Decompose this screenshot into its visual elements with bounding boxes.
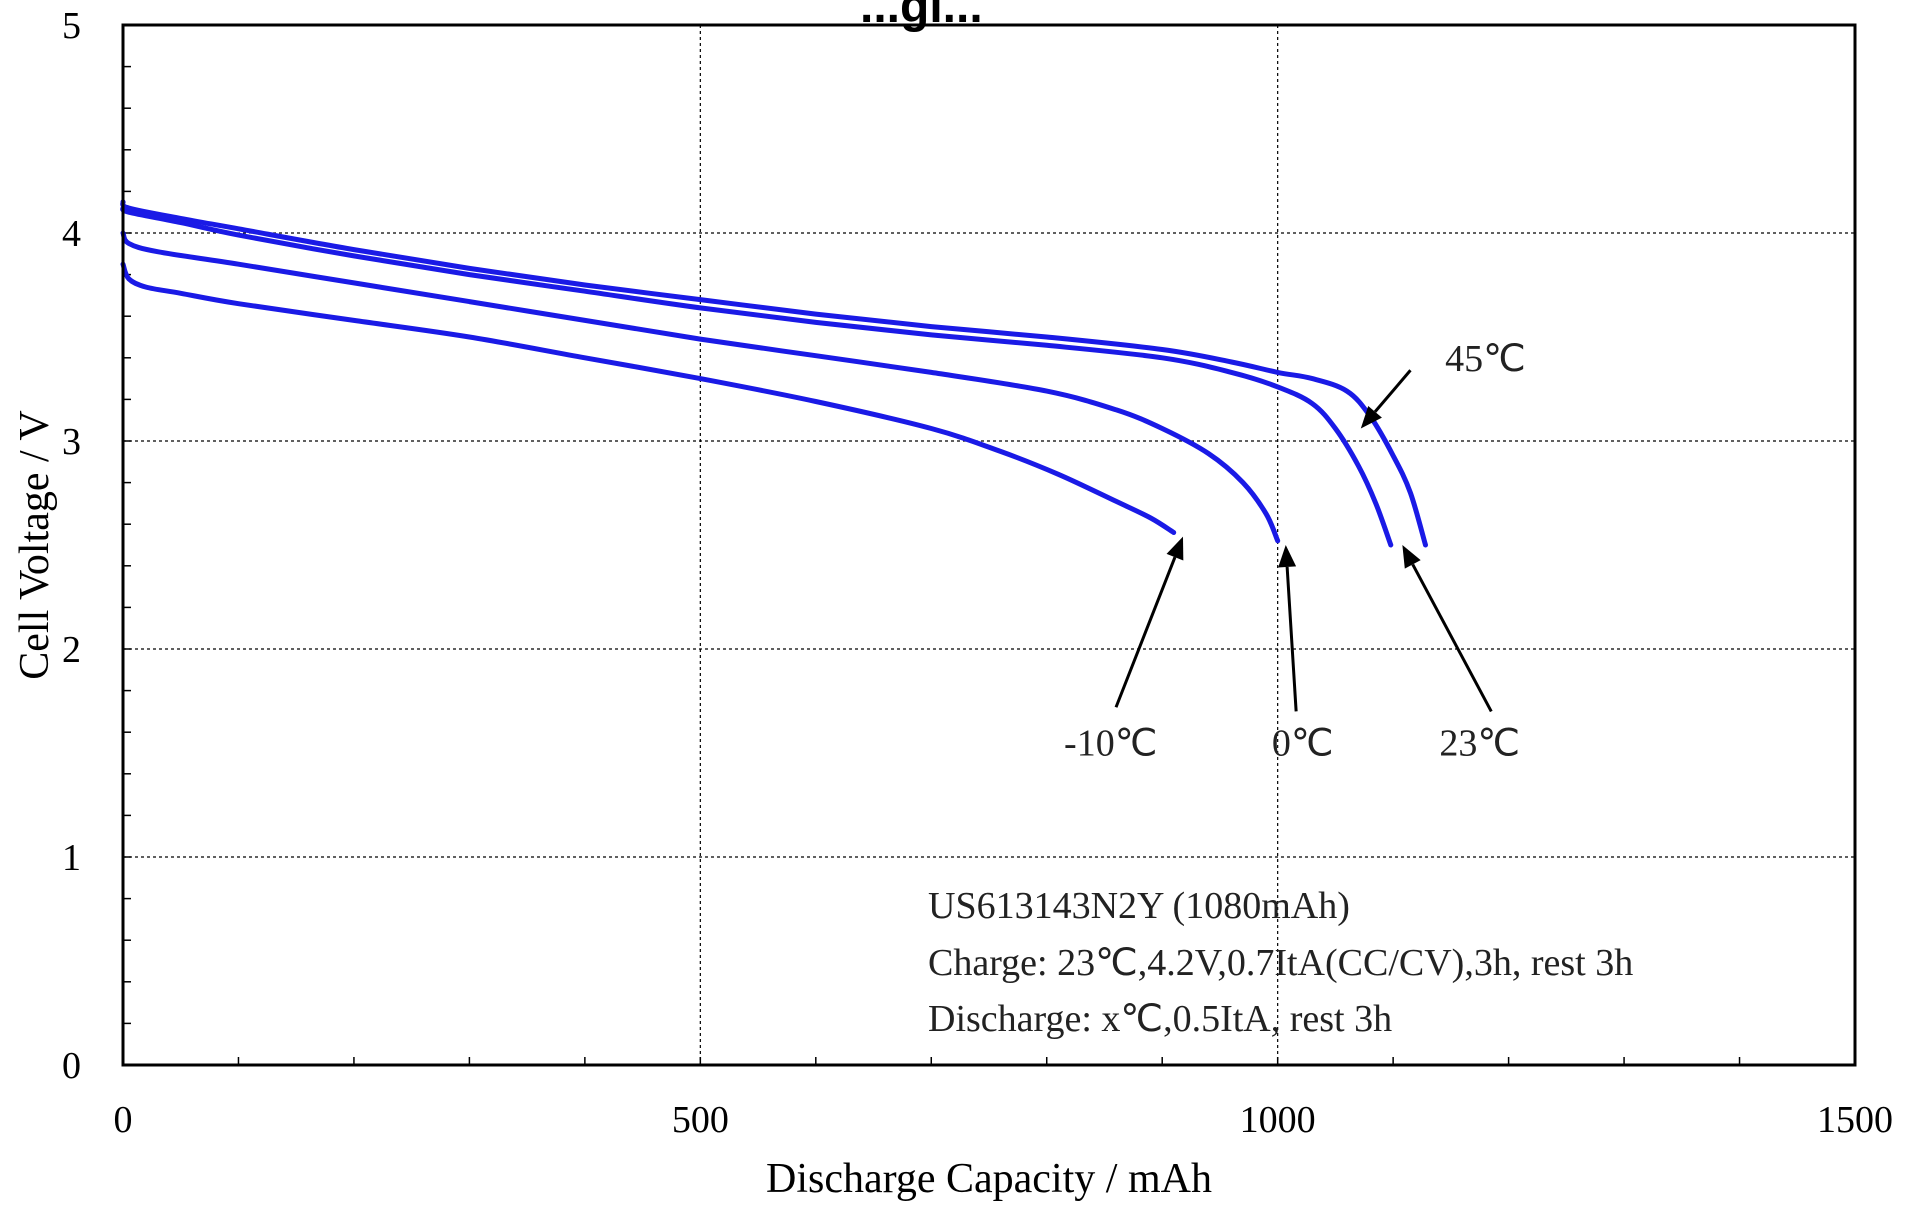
annotation-arrow	[1285, 566, 1298, 712]
series-line	[120, 205, 1394, 548]
annotation-arrow	[1114, 556, 1177, 708]
y-tick-label: 3	[62, 421, 81, 463]
y-tick-label: 0	[62, 1045, 81, 1087]
series-line	[120, 230, 1281, 544]
x-tick-label: 0	[114, 1099, 133, 1141]
annotation-label: 23℃	[1439, 723, 1520, 765]
y-tick-label: 2	[62, 629, 81, 671]
y-axis-title: Cell Voltage / V	[12, 410, 58, 680]
annotation-label: 45℃	[1445, 338, 1526, 380]
x-tick-label: 500	[672, 1099, 729, 1141]
annotation-arrow	[1373, 369, 1412, 413]
x-tick-labels: 0 500 1000 1500	[114, 1099, 1894, 1141]
note-cell-model: US613143N2Y (1080mAh)	[928, 885, 1350, 927]
y-tick-label: 4	[62, 213, 81, 255]
plot-frame	[121, 23, 1857, 1067]
annotation-arrowhead	[1278, 545, 1297, 568]
annotation-arrowhead	[1360, 405, 1382, 429]
annotation-arrowhead	[1402, 545, 1421, 569]
annotation-label: -10℃	[1064, 723, 1157, 765]
y-tick-label: 5	[62, 5, 81, 47]
series-line	[120, 261, 1177, 535]
x-tick-label: 1500	[1817, 1099, 1893, 1141]
note-discharge-conditions: Discharge: x℃,0.5ItA, rest 3h	[928, 998, 1392, 1040]
grid-lines	[123, 25, 1855, 1065]
x-axis-title: Discharge Capacity / mAh	[766, 1156, 1212, 1202]
x-tick-label: 1000	[1240, 1099, 1316, 1141]
chart-title-fragment: ...gi...	[860, 0, 983, 33]
annotation-arrows: 45℃ 23℃ 0℃ -10℃	[1064, 338, 1526, 765]
annotation-arrowhead	[1166, 536, 1184, 561]
test-conditions-note: US613143N2Y (1080mAh) Charge: 23℃,4.2V,0…	[928, 885, 1633, 1040]
series-line	[120, 199, 1428, 548]
y-tick-labels: 0 1 2 3 4 5	[62, 5, 81, 1087]
discharge-curves	[120, 199, 1428, 548]
annotation-arrow	[1411, 563, 1493, 713]
annotation-label: 0℃	[1272, 723, 1334, 765]
y-tick-label: 1	[62, 837, 81, 879]
note-charge-conditions: Charge: 23℃,4.2V,0.7ItA(CC/CV),3h, rest …	[928, 942, 1633, 984]
